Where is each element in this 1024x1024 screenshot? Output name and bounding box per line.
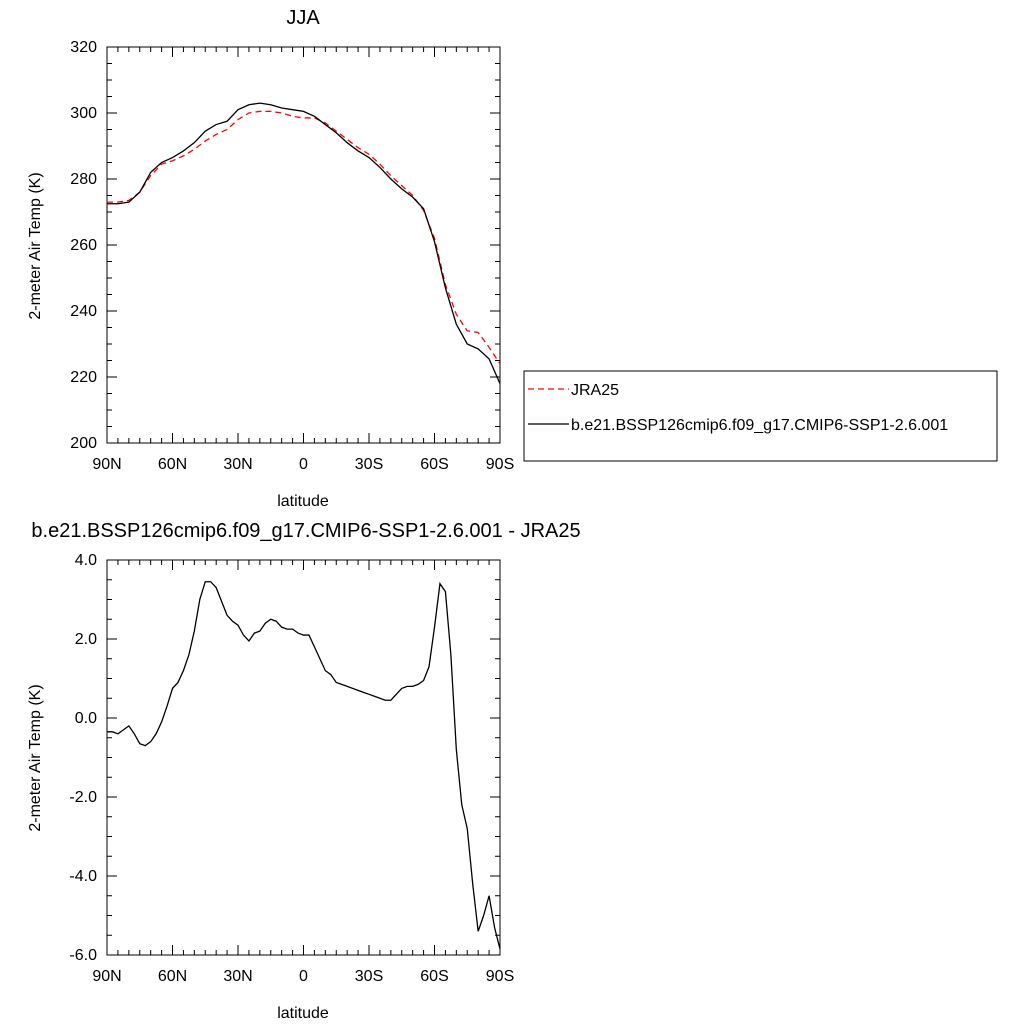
legend-label-model: b.e21.BSSP126cmip6.f09_g17.CMIP6-SSP1-2.… [571, 417, 948, 434]
bottom-x-tick-label: 30S [355, 968, 383, 985]
top-y-axis-label: 2-meter Air Temp (K) [27, 172, 44, 319]
top-series-line-1 [107, 102, 501, 384]
top-y-tick-label: 260 [70, 237, 97, 254]
top-x-axis-label: latitude [277, 493, 329, 510]
bottom-x-axis-label: latitude [277, 1005, 329, 1022]
top-x-tick-label: 60N [158, 456, 187, 473]
top-x-tick-label: 0 [299, 456, 308, 473]
bottom-plot-frame [106, 559, 501, 956]
legend-label-jra25: JRA25 [571, 382, 619, 399]
bottom-x-tick-label: 0 [299, 968, 308, 985]
bottom-series-line-0 [107, 581, 501, 950]
bottom-x-tick-label: 90S [486, 968, 514, 985]
top-x-tick-label: 90N [92, 456, 121, 473]
bottom-y-tick-label: -6.0 [69, 947, 97, 964]
top-y-tick-label: 220 [70, 369, 97, 386]
top-plot-frame [106, 46, 501, 444]
bottom-y-axis-label: 2-meter Air Temp (K) [27, 684, 44, 831]
bottom-y-tick-label: 4.0 [75, 552, 97, 569]
bottom-x-tick-label: 60S [420, 968, 448, 985]
top-y-tick-label: 240 [70, 303, 97, 320]
top-x-tick-label: 90S [486, 456, 514, 473]
bottom-x-tick-label: 60N [158, 968, 187, 985]
bottom-y-tick-label: -2.0 [69, 789, 97, 806]
top-chart-title: JJA [286, 7, 320, 29]
legend-box [523, 370, 998, 462]
top-y-tick-label: 300 [70, 105, 97, 122]
bottom-y-tick-label: 2.0 [75, 631, 97, 648]
top-x-tick-label: 30N [223, 456, 252, 473]
top-x-tick-label: 30S [355, 456, 383, 473]
top-series-line-0 [107, 110, 501, 365]
top-plot-area: 90N 60N 30N 0 30S 60S 90S 200 220 240 260 280 300 320 [70, 39, 514, 473]
bottom-x-tick-label: 30N [223, 968, 252, 985]
top-x-tick-label: 60S [420, 456, 448, 473]
bottom-y-tick-label: -4.0 [69, 868, 97, 885]
bottom-chart: b.e21.BSSP126cmip6.f09_g17.CMIP6-SSP1-2.… [27, 520, 581, 1022]
top-chart: JJA 90N 60N 30N 0 30S 60S 90S 200 220 240 260 280 30… [27, 7, 514, 510]
top-y-tick-label: 320 [70, 39, 97, 56]
legend: JRA25 b.e21.BSSP126cmip6.f09_g17.CMIP6-S… [523, 370, 998, 462]
bottom-plot-area: 90N 60N 30N 0 30S 60S 90S -6.0 -4.0 -2.0 0.0 2.0 4.0 [69, 552, 514, 985]
top-y-tick-label: 280 [70, 171, 97, 188]
bottom-chart-title: b.e21.BSSP126cmip6.f09_g17.CMIP6-SSP1-2.… [31, 520, 580, 542]
top-y-tick-label: 200 [70, 435, 97, 452]
bottom-y-tick-label: 0.0 [75, 710, 97, 727]
bottom-x-tick-label: 90N [92, 968, 121, 985]
